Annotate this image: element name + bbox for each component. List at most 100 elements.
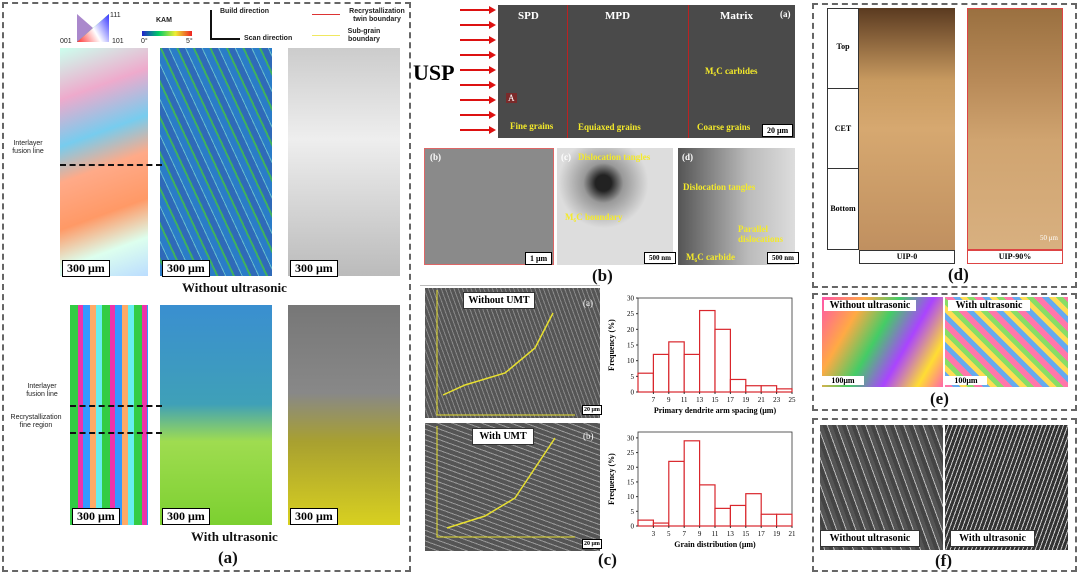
histogram-bar: [698, 309, 716, 393]
y-tick-label: 20: [627, 464, 635, 472]
col-uip-0: UIP-0: [859, 250, 955, 264]
micrograph-uip-0: [859, 8, 955, 250]
histogram-bar: [714, 328, 731, 393]
sub-d: (d): [682, 152, 693, 162]
title-without-umt: Without UMT: [463, 292, 535, 309]
x-tick-label: 25: [789, 396, 797, 404]
x-tick-label: 3: [652, 530, 656, 538]
scale-bar: 300 μm: [162, 260, 210, 277]
scan-arrow-icon: [210, 38, 240, 40]
scale-bar: 100μm: [822, 376, 864, 385]
e-left-label: Without ultrasonic: [824, 300, 916, 311]
y-tick-label: 0: [631, 389, 635, 397]
y-tick-label: 10: [627, 357, 635, 365]
c-boundary: M₆C boundary: [565, 212, 623, 222]
build-arrow-icon: [210, 10, 212, 40]
twin-legend-line: [312, 14, 340, 15]
panel-e-frame: [812, 293, 1077, 411]
micrograph-uip-90: [967, 8, 1063, 250]
ebsd-without: [822, 297, 943, 387]
usp-arrow-icon: [460, 36, 496, 44]
panel-d-frame: [812, 3, 1077, 288]
x-tick-label: 9: [667, 396, 671, 404]
sub-a: (a): [780, 9, 791, 19]
row-top: Top: [836, 42, 850, 51]
f-left-label: Without ultrasonic: [820, 530, 920, 547]
scale-bar: 20 μm: [582, 539, 602, 549]
kam-title: KAM: [156, 17, 172, 24]
kam-map-with: [160, 305, 272, 525]
ebsd-with: [945, 297, 1068, 387]
scale-bar: 300 μm: [72, 508, 120, 525]
scale-bar: 500 nm: [644, 252, 676, 264]
histogram-bar: [652, 522, 670, 527]
panel-f-label: (f): [935, 551, 952, 570]
equiaxed-grains: Equiaxed grains: [578, 122, 641, 132]
histogram-bar: [745, 493, 762, 527]
scale-bar: 300 μm: [162, 508, 210, 525]
usp-arrow-icon: [460, 96, 496, 104]
x-axis-label: Grain distribution (μm): [674, 540, 756, 549]
histogram-bar: [745, 385, 762, 393]
ipf-001: 001: [60, 38, 72, 45]
y-tick-label: 30: [627, 295, 635, 303]
sub-b: (b): [430, 152, 441, 162]
row-cet: CET: [834, 124, 852, 133]
usp-arrow-icon: [460, 111, 496, 119]
y-tick-label: 10: [627, 493, 635, 501]
histogram-bar: [729, 504, 747, 527]
fine-grains: Fine grains: [510, 121, 554, 131]
ipf-map-without: [60, 48, 148, 276]
x-tick-label: 19: [742, 396, 750, 404]
panel-c-label: (c): [598, 550, 617, 569]
ipf-111: 111: [110, 12, 121, 19]
x-tick-label: 19: [773, 530, 781, 538]
x-tick-label: 7: [682, 530, 686, 538]
panel-b-label: (b): [592, 266, 613, 285]
usp-arrow-icon: [460, 126, 496, 134]
x-tick-label: 21: [758, 396, 766, 404]
scale-bar: 1 μm: [525, 252, 553, 265]
usp-arrow-icon: [460, 81, 496, 89]
coarse-grains: Coarse grains: [697, 122, 751, 132]
tem-d: [678, 148, 795, 265]
y-axis-label: Frequency (%): [607, 453, 616, 505]
zone-mpd: MPD: [605, 10, 631, 22]
scale-bar: 50 μm: [1040, 234, 1058, 242]
y-tick-label: 25: [627, 449, 635, 457]
e-right-label: With ultrasonic: [948, 300, 1030, 311]
y-tick-label: 15: [627, 478, 635, 486]
histogram-bar: [683, 353, 701, 393]
zone-matrix: Matrix: [720, 10, 753, 22]
histogram-bar: [760, 385, 778, 393]
recryst-line-bottom: [70, 432, 162, 434]
panel-e-label: (e): [930, 389, 949, 408]
twin-legend-label: Recrystallization twin boundary: [349, 8, 405, 23]
histogram-bar: [714, 507, 731, 527]
histogram-bar: [637, 372, 654, 393]
x-tick-label: 13: [696, 396, 704, 404]
histogram-bar: [698, 484, 716, 527]
x-tick-label: 11: [712, 530, 719, 538]
c-tangles: Dislocation tangles: [578, 152, 651, 162]
usp-arrow-icon: [460, 51, 496, 59]
sem-cross-section: [498, 5, 795, 138]
scale-bar: 500 nm: [767, 252, 799, 264]
d-parallel: Parallel dislocations: [738, 224, 784, 244]
yellow-overlay-lines: [436, 290, 575, 538]
ipf-101: 101: [112, 38, 124, 45]
sem-without: [288, 48, 400, 276]
sub-c: (c): [561, 152, 571, 162]
zone-spd: SPD: [518, 10, 539, 22]
x-tick-label: 13: [727, 530, 735, 538]
histogram-bar: [729, 378, 747, 393]
y-tick-label: 5: [631, 373, 635, 381]
panel-d-label: (d): [948, 265, 969, 284]
sub-c-a: (a): [583, 298, 593, 308]
histogram-bar: [668, 460, 685, 527]
d-tangles: Dislocation tangles: [683, 182, 756, 192]
row-bottom: Bottom: [830, 204, 856, 213]
x-tick-label: 21: [789, 530, 797, 538]
fusion-line-bottom: [70, 405, 162, 407]
caption-with-ultrasonic: With ultrasonic: [191, 529, 278, 544]
